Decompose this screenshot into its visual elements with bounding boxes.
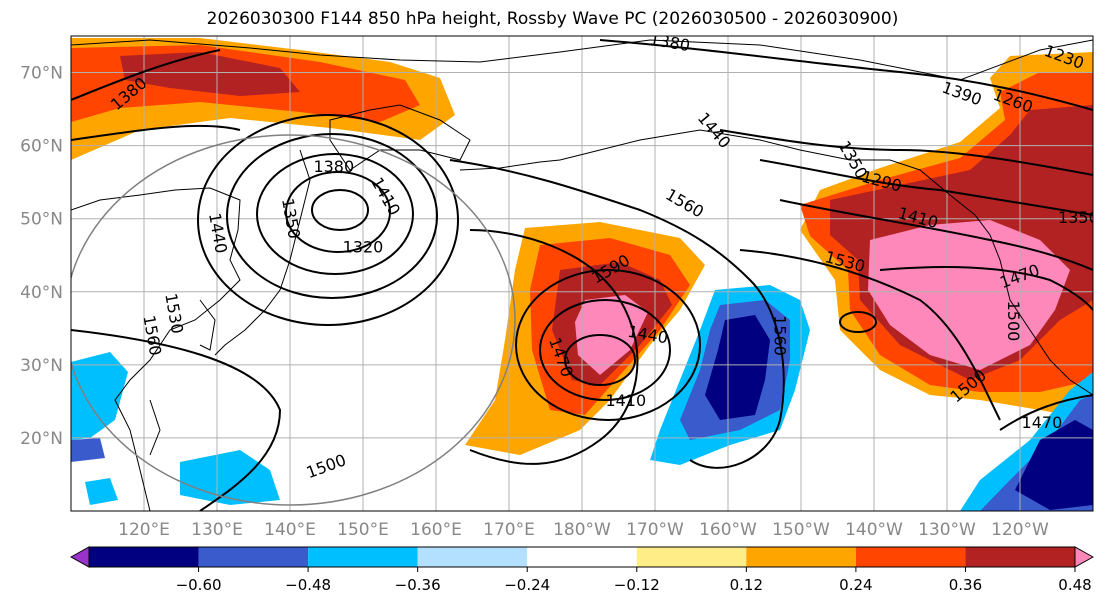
colorbar-extend-high <box>1074 546 1095 568</box>
colorbar-swatch <box>965 547 1075 567</box>
contour-1500-mid <box>469 229 639 465</box>
colorbar-tick-label: 0.36 <box>949 576 982 594</box>
contour-1560-ridge <box>449 159 785 469</box>
contour-label: 1350 <box>1058 208 1099 227</box>
lon-tick-label: 140°E <box>264 520 316 540</box>
lon-tick-label: 130°E <box>191 520 243 540</box>
colorbar-swatch <box>855 547 966 567</box>
latitude-labels: 70°N 60°N 50°N 40°N 30°N 20°N <box>20 64 63 449</box>
anomaly-shading <box>71 38 1093 511</box>
contour-1470-south <box>999 394 1093 431</box>
contour-low-1410 <box>226 133 438 299</box>
coastline-philippines <box>149 399 161 456</box>
colorbar-tick-label: 0.24 <box>839 576 872 594</box>
colorbar-swatch <box>417 547 528 567</box>
contour-1380-nw <box>71 49 221 101</box>
lon-tick-label: 130°W <box>918 520 976 540</box>
contour-low-central-1410 <box>564 334 636 386</box>
map-frame <box>70 35 1094 512</box>
colorbar-tick-label: 0.48 <box>1058 576 1091 594</box>
colorbar-swatch <box>636 547 747 567</box>
height-contours <box>71 39 1093 511</box>
contour-1470-east <box>879 266 1093 311</box>
lat-tick-label: 20°N <box>20 429 63 449</box>
lon-tick-label: 140°W <box>845 520 903 540</box>
contour-label: 1560 <box>771 315 790 356</box>
colorbar-swatch <box>527 547 637 567</box>
coastline-japan <box>214 199 306 356</box>
shade-darkred-nw <box>120 52 300 96</box>
lon-tick-label: 120°W <box>991 520 1049 540</box>
contour-low-central-1470 <box>515 269 701 421</box>
colorbar: −0.60 −0.48 −0.36 −0.24 −0.12 0.12 0.24 0.36 0.4… <box>69 546 1095 594</box>
colorbar-swatch <box>308 547 418 567</box>
contour-1290 <box>759 159 1093 216</box>
shade-lightblue-west <box>71 352 128 440</box>
lat-tick-label: 30°N <box>20 356 63 376</box>
great-circle-arc <box>71 134 516 506</box>
colorbar-tick-label: −0.24 <box>504 576 550 594</box>
lon-tick-label: 150°W <box>772 520 830 540</box>
colorbar-swatch <box>89 547 199 567</box>
colorbar-tick-label: 0.12 <box>730 576 763 594</box>
contour-1410-east <box>779 199 1093 271</box>
coastline-aleutians <box>459 159 561 171</box>
contour-label: 1380 <box>313 157 354 176</box>
contour-1530-east <box>739 249 1001 421</box>
colorbar-swatch <box>198 547 309 567</box>
contour-1440-nw <box>71 124 241 141</box>
coastline-kamchatka <box>329 104 471 171</box>
shade-medblue-west <box>71 438 105 462</box>
contour-low-1380 <box>256 153 414 275</box>
contour-label: 1410 <box>605 391 646 410</box>
colorbar-frame <box>88 546 1076 568</box>
lon-tick-label: 170°E <box>483 520 535 540</box>
shade-navy-se <box>1015 420 1093 510</box>
lon-tick-label: 160°E <box>410 520 462 540</box>
lat-tick-label: 40°N <box>20 283 63 303</box>
contour-label: 1320 <box>343 237 384 256</box>
lon-tick-label: 120°E <box>118 520 170 540</box>
lat-tick-label: 60°N <box>20 137 63 157</box>
shade-pink-central <box>575 295 648 375</box>
contour-1350-north <box>719 129 1093 176</box>
lon-tick-label: 150°E <box>337 520 389 540</box>
colorbar-tick-label: −0.36 <box>395 576 441 594</box>
contour-low-1440 <box>197 114 459 326</box>
colorbar-extend-low <box>69 546 90 568</box>
lon-tick-label: 170°W <box>626 520 684 540</box>
lon-tick-label: 160°W <box>699 520 757 540</box>
colorbar-swatch <box>746 547 856 567</box>
lon-tick-label: 180°W <box>553 520 611 540</box>
coastline-korea <box>199 299 216 351</box>
contour-1380-north <box>599 39 1093 111</box>
shade-lightblue-w2 <box>85 478 118 505</box>
contour-low-1320 <box>311 189 369 231</box>
contour-low-central-1440 <box>539 299 671 401</box>
contour-low-east <box>839 311 877 333</box>
contour-low-1350 <box>285 171 391 253</box>
coastline-alaska <box>559 129 1093 396</box>
contour-label: 1500 <box>1004 301 1023 342</box>
colorbar-tick-label: −0.48 <box>285 576 331 594</box>
colorbar-tick-label: −0.12 <box>614 576 660 594</box>
contour-1500-south <box>71 329 282 511</box>
longitude-labels: 120°E 130°E 140°E 150°E 160°E 170°E 180°W 170°W… <box>118 520 1049 540</box>
lat-tick-label: 50°N <box>20 210 63 230</box>
colorbar-tick-label: −0.60 <box>176 576 222 594</box>
contour-label: 1470 <box>1022 413 1063 432</box>
page-title: 2026030300 F144 850 hPa height, Rossby W… <box>206 9 899 29</box>
shade-navy-central <box>705 315 770 420</box>
lat-tick-label: 70°N <box>20 64 63 84</box>
